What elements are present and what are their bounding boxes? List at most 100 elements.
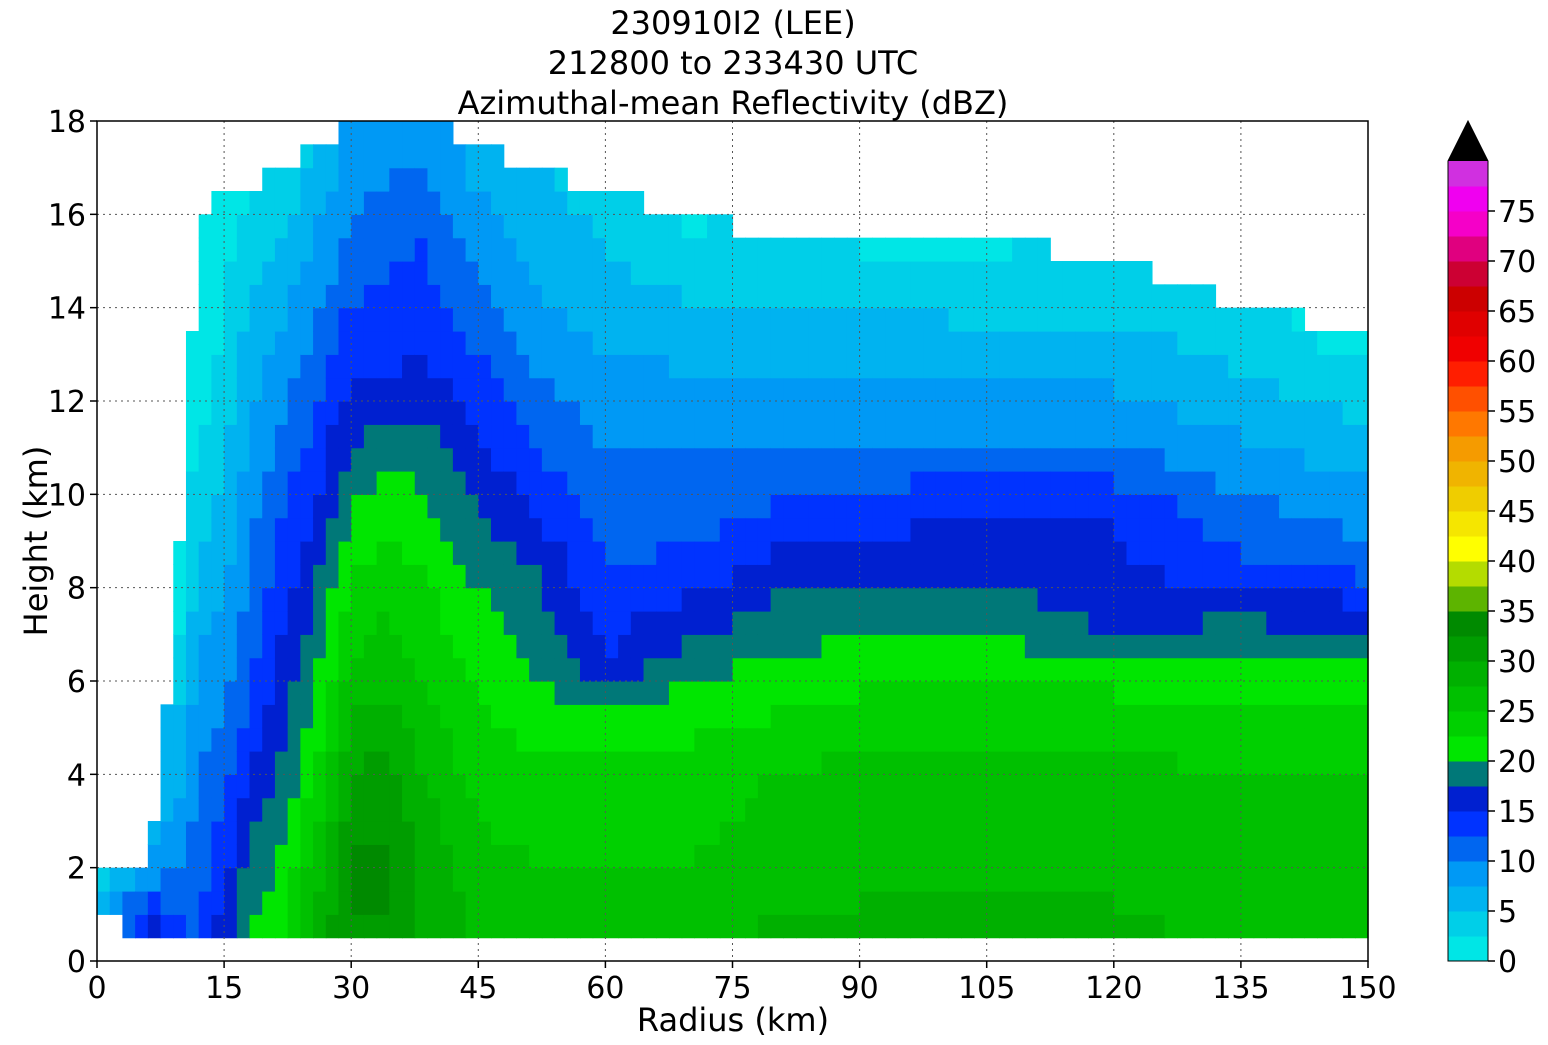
field-cell <box>274 214 289 239</box>
field-cell <box>1317 657 1331 682</box>
field-cell <box>389 914 403 939</box>
field-cell <box>491 191 505 215</box>
field-cell <box>1139 844 1153 869</box>
field-cell <box>402 681 416 705</box>
field-cell <box>224 914 238 939</box>
field-cell <box>986 611 1001 635</box>
field-cell <box>1139 774 1153 799</box>
field-cell <box>719 517 734 542</box>
field-cell <box>579 424 594 449</box>
field-cell <box>287 634 301 659</box>
field-cell <box>541 377 556 402</box>
colorbar-segment <box>1448 736 1488 762</box>
field-cell <box>923 424 937 449</box>
field-cell <box>211 564 225 589</box>
field-cell <box>452 657 467 682</box>
field-cell <box>694 797 708 822</box>
field-cell <box>1075 634 1089 659</box>
field-cell <box>262 564 276 589</box>
field-cell <box>541 494 556 519</box>
colorbar-segment <box>1448 161 1488 187</box>
field-cell <box>427 611 441 635</box>
field-cell <box>541 611 556 635</box>
field-cell <box>770 774 784 799</box>
field-cell <box>211 331 225 355</box>
field-cell <box>427 447 441 472</box>
field-cell <box>885 821 899 845</box>
field-cell <box>529 634 543 659</box>
field-cell <box>185 681 200 705</box>
field-cell <box>694 727 708 752</box>
field-cell <box>986 517 1001 542</box>
field-cell <box>147 867 162 892</box>
field-cell <box>516 471 530 495</box>
field-cell <box>1062 634 1077 659</box>
field-cell <box>198 797 212 822</box>
field-cell <box>313 541 327 565</box>
field-cell <box>198 307 212 332</box>
field-cell <box>402 634 416 659</box>
field-cell <box>1177 704 1191 729</box>
field-cell <box>821 681 835 705</box>
field-cell <box>1355 657 1369 682</box>
field-cell <box>313 144 327 169</box>
field-cell <box>732 611 746 635</box>
field-cell <box>440 307 454 332</box>
field-cell <box>402 331 416 355</box>
field-cell <box>287 564 301 589</box>
field-cell <box>783 821 797 845</box>
field-cell <box>325 914 340 939</box>
field-cell <box>274 447 289 472</box>
field-cell <box>529 424 543 449</box>
field-cell <box>1291 634 1306 659</box>
field-cell <box>897 727 912 752</box>
field-cell <box>300 307 314 332</box>
field-cell <box>465 377 479 402</box>
field-cell <box>821 797 835 822</box>
field-cell <box>1126 611 1140 635</box>
field-cell <box>1075 891 1089 915</box>
field-cell <box>732 447 746 472</box>
field-cell <box>961 564 975 589</box>
field-cell <box>1266 844 1280 869</box>
field-cell <box>1075 284 1089 309</box>
field-cell <box>783 354 797 379</box>
field-cell <box>973 447 988 472</box>
field-cell <box>1062 774 1077 799</box>
field-cell <box>923 331 937 355</box>
field-cell <box>618 914 632 939</box>
field-cell <box>973 587 988 612</box>
field-cell <box>198 517 212 542</box>
field-cell <box>1228 821 1242 845</box>
field-cell <box>859 844 873 869</box>
field-cell <box>757 424 772 449</box>
field-cell <box>1012 867 1026 892</box>
field-cell <box>338 564 352 589</box>
field-cell <box>732 774 746 799</box>
field-cell <box>1240 914 1255 939</box>
field-cell <box>707 424 721 449</box>
field-cell <box>719 727 734 752</box>
field-cell <box>694 307 708 332</box>
field-cell <box>427 821 441 845</box>
field-cell <box>440 891 454 915</box>
field-cell <box>491 377 505 402</box>
field-cell <box>592 447 606 472</box>
field-cell <box>1291 401 1306 425</box>
field-cell <box>224 727 238 752</box>
field-cell <box>1088 284 1102 309</box>
field-cell <box>414 657 429 682</box>
field-cell <box>1012 284 1026 309</box>
field-cell <box>1139 541 1153 565</box>
field-cell <box>592 284 606 309</box>
field-cell <box>1037 237 1051 262</box>
field-cell <box>1151 541 1166 565</box>
field-cell <box>529 704 543 729</box>
field-cell <box>719 587 734 612</box>
field-cell <box>478 167 492 192</box>
field-cell <box>376 471 390 495</box>
field-cell <box>274 517 289 542</box>
field-cell <box>681 284 695 309</box>
field-cell <box>287 354 301 379</box>
colorbar-tick-label: 30 <box>1498 645 1536 680</box>
